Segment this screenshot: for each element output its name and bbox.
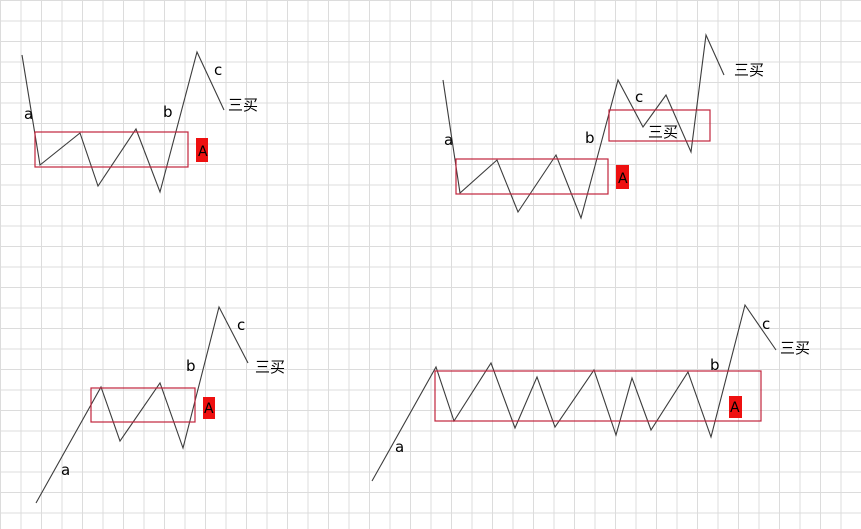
diagram-1-point-a: a — [24, 105, 33, 123]
diagram-4-point-b: b — [710, 356, 720, 374]
diagram-3-zone-box — [90, 387, 196, 423]
diagram-2-third-buy-label: 三买 — [734, 61, 764, 79]
diagram-1-zone-box — [34, 131, 189, 168]
diagram-3-zone-label: A — [204, 401, 214, 417]
diagram-2-inner-buy-label: 三买 — [648, 123, 678, 141]
diagram-1-zone-tag — [196, 138, 208, 162]
diagram-2: A a b c 三买 三买 — [442, 32, 764, 220]
diagram-2-upper-box — [608, 109, 711, 142]
diagram-2-point-b: b — [585, 129, 595, 147]
diagram-1-zone-label: A — [198, 144, 208, 160]
diagram-4-price-line — [371, 303, 777, 482]
diagram-2-price-line — [442, 32, 725, 220]
diagram-2-point-c: c — [635, 88, 643, 106]
diagram-1: A a b c 三买 — [21, 50, 258, 194]
diagram-4-point-c: c — [762, 315, 770, 333]
diagram-3-zone-tag — [203, 397, 215, 419]
diagram-3-point-b: b — [186, 357, 196, 375]
diagram-1-price-line — [21, 50, 225, 194]
diagram-3-third-buy-label: 三买 — [255, 358, 285, 376]
diagram-1-third-buy-label: 三买 — [228, 96, 258, 114]
diagram-3-point-c: c — [237, 316, 245, 334]
diagram-4-zone-tag — [729, 396, 742, 418]
diagram-2-zone-box — [455, 158, 609, 195]
diagram-1-point-c: c — [214, 61, 222, 79]
diagram-2-zone-tag — [616, 165, 629, 189]
diagram-4-third-buy-label: 三买 — [780, 339, 810, 357]
diagram-4: A a b c 三买 — [371, 303, 810, 482]
diagram-4-zone-box — [434, 370, 762, 422]
diagram-3: A a b c 三买 — [35, 305, 285, 504]
diagram-4-point-a: a — [395, 438, 404, 456]
diagram-4-zone-label: A — [730, 400, 740, 416]
diagram-1-point-b: b — [163, 103, 173, 121]
diagram-3-point-a: a — [61, 461, 70, 479]
diagram-2-zone-label: A — [618, 171, 628, 187]
diagram-3-price-line — [35, 305, 249, 504]
diagram-2-point-a: a — [444, 131, 453, 149]
